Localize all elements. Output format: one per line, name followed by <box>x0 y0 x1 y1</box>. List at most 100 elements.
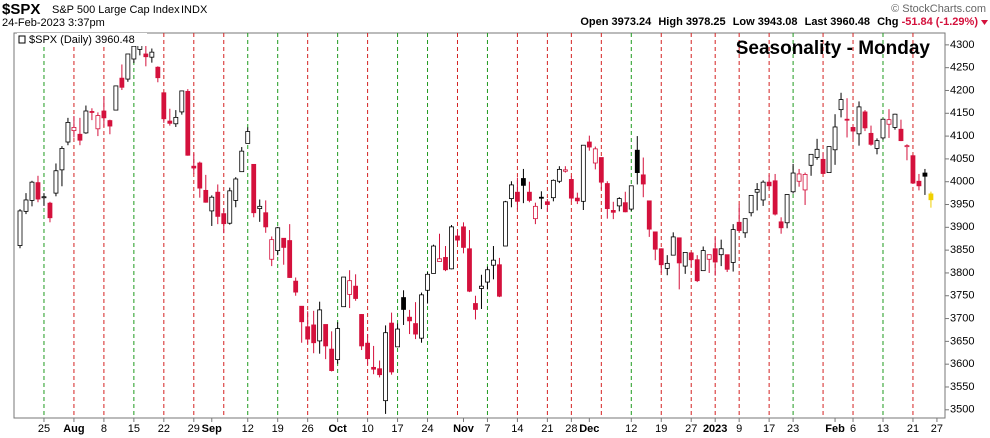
candle-body <box>365 342 370 360</box>
y-tick-label: 4200 <box>950 84 974 96</box>
candle-body <box>407 316 412 322</box>
candle-body <box>550 179 556 199</box>
x-tick-label: 29 <box>188 423 200 435</box>
candle-body <box>694 259 700 282</box>
candle-body <box>892 113 898 128</box>
candle-body <box>323 324 329 347</box>
candle-body <box>419 294 424 339</box>
y-tick-label: 4150 <box>950 107 974 119</box>
candle-body <box>916 180 922 187</box>
y-tick-label: 4100 <box>950 130 974 142</box>
candle-body <box>826 146 832 173</box>
candle-body <box>772 180 778 215</box>
candle-body <box>35 182 41 200</box>
candle-body <box>532 205 538 220</box>
candle-body <box>329 348 335 371</box>
candle-body <box>910 155 916 184</box>
x-tick-label: 12 <box>625 423 637 435</box>
candle-body <box>724 254 730 270</box>
candle-body <box>485 269 490 283</box>
candle-body <box>167 120 173 124</box>
x-tick-label: 15 <box>128 423 140 435</box>
candle-body <box>119 77 125 88</box>
candle-body <box>125 53 131 80</box>
candle-body <box>371 366 376 370</box>
x-tick-label: 17 <box>391 423 403 435</box>
y-tick-label: 4000 <box>950 176 974 188</box>
candle-body <box>598 157 604 183</box>
candle-body <box>413 323 418 335</box>
x-tick-label: 7 <box>484 423 490 435</box>
plot-frame <box>13 32 946 419</box>
x-tick-label: 28 <box>565 423 577 435</box>
candle-body <box>604 183 610 210</box>
candle-body <box>580 144 586 202</box>
x-tick-label: Aug <box>63 423 84 435</box>
candle-body <box>245 131 251 144</box>
candle-body <box>664 262 670 269</box>
x-tick-label: 9 <box>736 423 742 435</box>
y-tick-label: 3700 <box>950 312 974 324</box>
annotation: Seasonality - Monday <box>736 38 931 59</box>
x-tick-label: Oct <box>328 423 347 435</box>
candle-body <box>515 191 520 202</box>
candle-body <box>760 181 766 201</box>
candle-body <box>640 174 646 185</box>
candle-body <box>880 118 886 139</box>
y-tick-label: 3950 <box>950 198 974 210</box>
header-label: Low <box>733 16 755 28</box>
x-tick-label: Sep <box>202 423 222 435</box>
candle-body <box>47 202 53 219</box>
candle-body <box>41 196 47 199</box>
x-tick-label: 22 <box>158 423 170 435</box>
x-tick-label: 10 <box>361 423 373 435</box>
candle-body <box>521 178 526 186</box>
candle-body <box>95 115 101 130</box>
candle-body <box>586 141 592 148</box>
candle-body <box>790 172 796 193</box>
y-tick-label: 4050 <box>950 153 974 165</box>
candle-body <box>574 197 580 202</box>
y-tick-label: 3800 <box>950 267 974 279</box>
candle-body <box>341 276 347 308</box>
candle-body <box>269 239 275 260</box>
candle-body <box>862 111 868 129</box>
candle-body <box>736 221 742 231</box>
candle-body <box>832 126 838 151</box>
candle-body <box>215 191 221 217</box>
candle-body <box>796 173 802 182</box>
y-tick-label: 3500 <box>950 404 974 416</box>
x-tick-label: 13 <box>877 423 889 435</box>
candle-body <box>233 178 239 201</box>
candle-body <box>820 158 826 174</box>
candle-body <box>185 90 191 156</box>
candle-body <box>305 326 311 340</box>
candle-body <box>928 193 934 201</box>
candle-body <box>107 120 113 127</box>
candle-body <box>682 252 688 267</box>
x-tick-label: 25 <box>38 423 50 435</box>
candle-body <box>23 199 29 212</box>
candle-body <box>71 127 77 132</box>
candle-body <box>131 45 137 60</box>
candle-body <box>239 150 245 173</box>
candle-body <box>203 189 209 203</box>
header-label: Open <box>580 16 608 28</box>
candle-body <box>281 237 287 248</box>
x-tick-label: Nov <box>453 423 475 435</box>
candle-body <box>748 194 754 214</box>
candle-body <box>209 196 215 212</box>
candle-body <box>263 212 269 228</box>
candle-body <box>143 53 149 58</box>
candle-body <box>77 133 83 141</box>
candle-body <box>856 106 862 135</box>
legend-label: $SPX (Daily) <box>29 34 92 46</box>
y-tick-label: 3650 <box>950 335 974 347</box>
candle-body <box>335 328 341 361</box>
candle-body <box>149 51 155 58</box>
candle-body <box>868 132 874 145</box>
symbol: $SPX <box>2 1 40 18</box>
x-tick-label: 8 <box>101 423 107 435</box>
candle-body <box>89 111 95 113</box>
x-tick-label: 2023 <box>703 423 727 435</box>
